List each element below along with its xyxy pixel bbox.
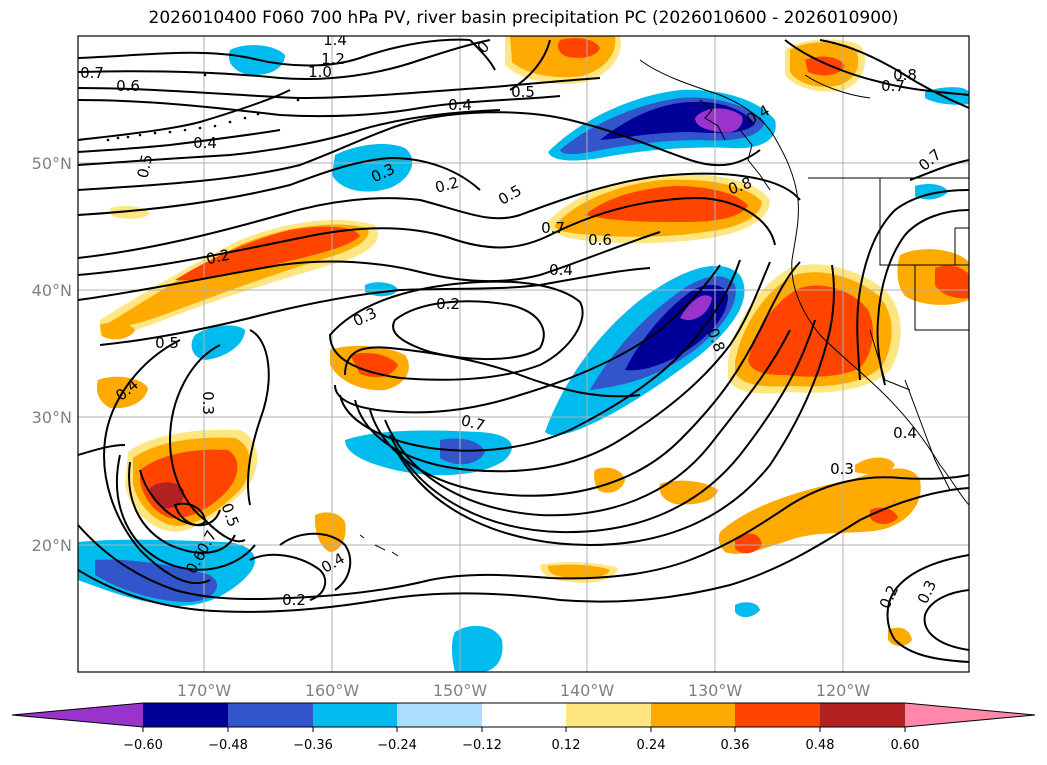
colorbar-tick-label: −0.24 bbox=[377, 738, 417, 753]
colorbar-segment bbox=[820, 703, 905, 727]
colorbar-segment bbox=[566, 703, 651, 727]
coastlines bbox=[359, 59, 969, 557]
lat-label-20n: 20°N bbox=[32, 536, 72, 555]
map-title: 2026010400 F060 700 hPa PV, river basin … bbox=[148, 8, 899, 28]
colorbar-tick-label: 0.60 bbox=[891, 738, 920, 753]
colorbar: −0.60 −0.48 −0.36 −0.24 −0.12 0.12 0.24 … bbox=[11, 702, 1036, 753]
colorbar-tick-label: 0.36 bbox=[721, 738, 750, 753]
colorbar-extend-min bbox=[12, 703, 143, 727]
colorbar-tick-label: 0.24 bbox=[637, 738, 666, 753]
plot-frame bbox=[77, 35, 970, 673]
contour-label: 0.6 bbox=[116, 77, 140, 95]
contour-label: 0.8 bbox=[893, 66, 917, 84]
contour-label: 0.3 bbox=[830, 460, 854, 478]
colorbar-tick-label: −0.12 bbox=[462, 738, 502, 753]
latitude-labels: 50°N 40°N 30°N 20°N bbox=[32, 154, 72, 555]
colorbar-tick-label: 0.48 bbox=[806, 738, 835, 753]
colorbar-tick-label: 0.12 bbox=[552, 738, 581, 753]
lon-label-120w: 120°W bbox=[816, 681, 871, 700]
contour-label: 0.5 bbox=[511, 83, 535, 101]
contour-label: 0.7 bbox=[80, 64, 104, 82]
colorbar-segment bbox=[228, 703, 313, 727]
contour-label: 0.4 bbox=[549, 261, 573, 279]
contour-label: 0.2 bbox=[282, 591, 306, 609]
colorbar-ticks bbox=[142, 727, 906, 732]
colorbar-segment bbox=[397, 703, 482, 727]
colorbar-segment bbox=[651, 703, 735, 727]
lat-label-40n: 40°N bbox=[32, 281, 72, 300]
contour-label: 0.5 bbox=[155, 334, 179, 352]
pv-contours bbox=[78, 38, 969, 663]
lon-label-150w: 150°W bbox=[433, 681, 488, 700]
colorbar-extend-max bbox=[905, 703, 1035, 727]
contour-label: 0.4 bbox=[893, 424, 917, 442]
lat-label-50n: 50°N bbox=[32, 154, 72, 173]
lon-label-170w: 170°W bbox=[177, 681, 232, 700]
contour-label: 1.2 bbox=[321, 50, 345, 68]
lon-label-160w: 160°W bbox=[305, 681, 360, 700]
contour-label: 0.4 bbox=[193, 134, 217, 152]
graticule bbox=[78, 36, 969, 672]
longitude-labels: 170°W 160°W 150°W 140°W 130°W 120°W bbox=[177, 681, 871, 700]
contour-label: 0.3 bbox=[199, 391, 217, 415]
colorbar-segment bbox=[735, 703, 820, 727]
contour-label: 1.4 bbox=[323, 31, 347, 49]
colorbar-segment bbox=[482, 703, 566, 727]
contour-label: 0.7 bbox=[541, 219, 565, 237]
contour-label: 0.4 bbox=[448, 96, 472, 114]
lat-label-30n: 30°N bbox=[32, 408, 72, 427]
colorbar-segment bbox=[313, 703, 397, 727]
contour-label: 0.7 bbox=[459, 411, 487, 435]
precip-shading bbox=[78, 36, 969, 672]
colorbar-segment bbox=[143, 703, 228, 727]
lon-label-140w: 140°W bbox=[560, 681, 615, 700]
colorbar-tick-label: −0.36 bbox=[293, 738, 333, 753]
contour-label: 0.2 bbox=[204, 246, 231, 269]
contour-label: 0.5 bbox=[134, 153, 157, 180]
colorbar-tick-label: −0.48 bbox=[208, 738, 248, 753]
contour-label: 0.2 bbox=[433, 173, 461, 197]
colorbar-tick-label: −0.60 bbox=[123, 738, 163, 753]
lon-label-130w: 130°W bbox=[688, 681, 743, 700]
contour-label: 1.0 bbox=[308, 63, 332, 81]
contour-label: 0.6 bbox=[588, 231, 612, 249]
contour-label: 0.7 bbox=[881, 77, 905, 95]
contour-label: 0.2 bbox=[436, 295, 460, 313]
